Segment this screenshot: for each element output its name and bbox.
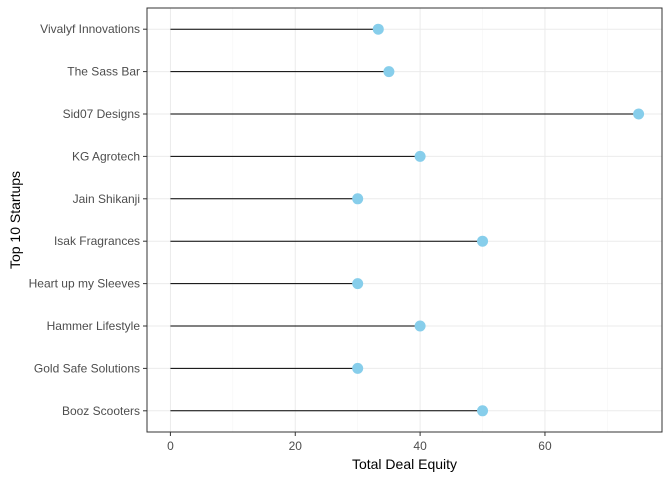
lollipop-point xyxy=(477,405,489,417)
panel-border xyxy=(146,7,663,433)
lollipop-point xyxy=(352,362,364,374)
y-tick-label: Gold Safe Solutions xyxy=(34,361,140,375)
y-tick-label: Jain Shikanji xyxy=(73,192,140,206)
lollipop-point xyxy=(414,150,426,162)
lollipop-point xyxy=(372,23,384,35)
y-tick-label: Heart up my Sleeves xyxy=(29,277,140,291)
x-axis: 0 20 40 60 xyxy=(167,432,552,453)
y-tick-label: Booz Scooters xyxy=(62,404,140,418)
x-tick-label: 40 xyxy=(413,439,427,453)
point-layer xyxy=(352,23,645,417)
lollipop-point xyxy=(383,66,395,78)
y-tick-label: Hammer Lifestyle xyxy=(47,319,141,333)
lollipop-point xyxy=(414,320,426,332)
y-axis: Booz Scooters Gold Safe Solutions Hammer L… xyxy=(29,22,147,418)
x-tick-label: 20 xyxy=(289,439,303,453)
lollipop-point xyxy=(352,278,364,290)
lollipop-point xyxy=(352,193,364,205)
lollipop-point xyxy=(633,108,645,120)
stem-layer xyxy=(170,28,639,412)
y-tick-label: The Sass Bar xyxy=(67,65,140,79)
y-axis-title: Top 10 Startups xyxy=(7,171,23,269)
y-tick-label: Vivalyf Innovations xyxy=(40,22,140,36)
y-tick-label: Isak Fragrances xyxy=(54,234,140,248)
x-tick-label: 0 xyxy=(167,439,174,453)
x-axis-title: Total Deal Equity xyxy=(352,456,457,472)
y-tick-label: Sid07 Designs xyxy=(63,107,140,121)
lollipop-point xyxy=(477,235,489,247)
x-tick-label: 60 xyxy=(538,439,552,453)
y-tick-label: KG Agrotech xyxy=(72,149,140,163)
